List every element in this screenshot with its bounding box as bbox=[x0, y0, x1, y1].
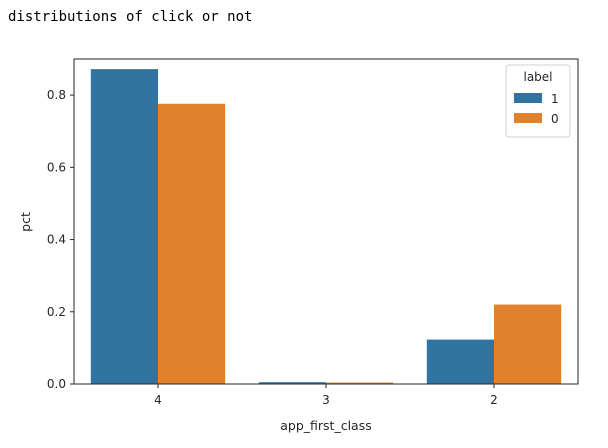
y-tick-label: 0.2 bbox=[47, 305, 66, 319]
legend: label 1 0 bbox=[505, 64, 571, 138]
legend-label-0: 0 bbox=[551, 112, 559, 126]
legend-title: label bbox=[523, 70, 552, 84]
y-axis: 0.0 0.2 0.4 0.6 0.8 bbox=[47, 88, 74, 391]
y-axis-title: pct bbox=[18, 212, 33, 232]
y-tick-label: 0.8 bbox=[47, 88, 66, 102]
bar-2-series-1 bbox=[426, 339, 494, 384]
y-tick-label: 0.0 bbox=[47, 377, 66, 391]
x-tick-label: 2 bbox=[490, 393, 498, 407]
y-tick-label: 0.4 bbox=[47, 233, 66, 247]
x-tick-label: 3 bbox=[322, 393, 330, 407]
output-caption: distributions of click or not bbox=[8, 9, 253, 25]
x-axis-title: app_first_class bbox=[280, 418, 372, 433]
legend-swatch-0 bbox=[514, 113, 542, 123]
legend-label-1: 1 bbox=[551, 92, 559, 106]
bar-4-series-0 bbox=[158, 103, 226, 385]
bar-3-series-1 bbox=[258, 382, 326, 384]
x-tick-label: 4 bbox=[154, 393, 162, 407]
bar-3-series-0 bbox=[326, 382, 394, 384]
bar-4-series-1 bbox=[90, 69, 158, 384]
legend-swatch-1 bbox=[514, 93, 542, 103]
bar-2-series-0 bbox=[494, 304, 562, 384]
y-tick-label: 0.6 bbox=[47, 160, 66, 174]
x-axis: 4 3 2 bbox=[154, 384, 498, 407]
bars-group bbox=[90, 69, 562, 385]
